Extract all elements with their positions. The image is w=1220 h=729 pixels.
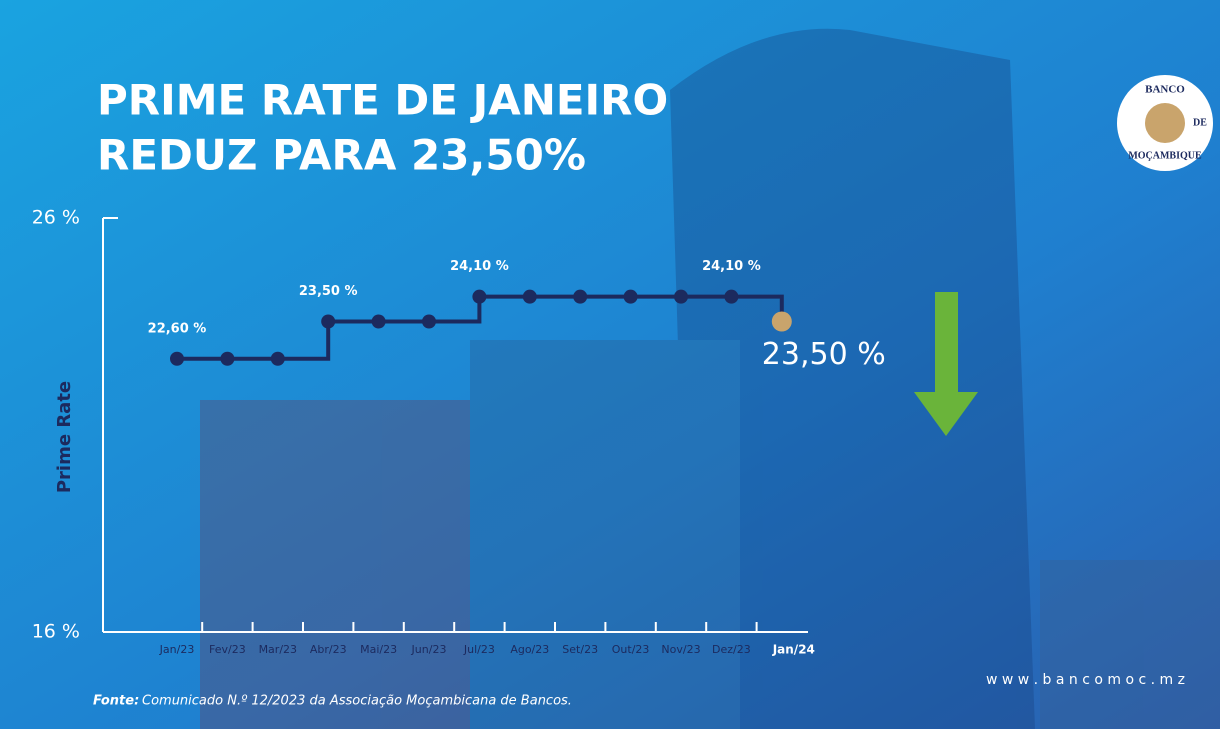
x-tick-label: Mai/23	[360, 643, 397, 656]
value-label: 23,50 %	[762, 337, 886, 372]
point	[321, 314, 336, 329]
x-tick-label: Jul/23	[463, 643, 495, 656]
point	[170, 351, 184, 366]
title: PRIME RATE DE JANEIRO	[97, 76, 668, 125]
x-tick-label: Fev/23	[209, 643, 246, 656]
step-line	[177, 294, 784, 361]
x-tick-label: Out/23	[612, 643, 650, 656]
x-tick-label: Ago/23	[510, 643, 549, 656]
point	[371, 314, 386, 329]
point	[270, 351, 285, 366]
point	[674, 289, 688, 304]
point	[623, 289, 638, 304]
logo: BANCO DE MOÇAMBIQUE	[1117, 75, 1213, 171]
y-tick-label: 26 %	[32, 207, 80, 229]
x-tick-label: Nov/23	[661, 643, 700, 656]
x-tick-label: Dez/23	[712, 643, 751, 656]
point	[472, 289, 487, 304]
point	[422, 314, 436, 329]
source-label: Fonte:	[93, 694, 139, 709]
source: Comunicado N.º 12/2023 da Associação Moç…	[142, 694, 572, 709]
title: REDUZ PARA 23,50%	[97, 131, 586, 180]
value-label: 23,50 %	[299, 284, 358, 299]
x-tick-label: Mar/23	[259, 643, 297, 656]
logo-text: DE	[1193, 117, 1207, 128]
x-tick-label: Set/23	[562, 643, 598, 656]
point	[220, 351, 235, 366]
value-label: 22,60 %	[148, 321, 207, 336]
y-axis-label: Prime Rate	[54, 381, 75, 493]
x-tick-label: Jan/24	[772, 643, 815, 657]
point	[573, 289, 588, 304]
point	[724, 289, 739, 304]
x-tick-label: Jan/23	[159, 643, 195, 656]
website: w w w . b a n c o m o c . m z	[986, 672, 1185, 688]
point	[771, 311, 792, 332]
logo-text: MOÇAMBIQUE	[1128, 150, 1202, 161]
logo-text: BANCO	[1145, 84, 1185, 96]
point	[522, 289, 537, 304]
x-tick-label: Jun/23	[411, 643, 447, 656]
x-tick-label: Abr/23	[310, 643, 347, 656]
buildings	[200, 28, 1220, 729]
y-tick-label: 16 %	[32, 621, 80, 643]
down-arrow	[914, 292, 978, 436]
value-label: 24,10 %	[450, 259, 509, 274]
value-label: 24,10 %	[702, 259, 761, 274]
